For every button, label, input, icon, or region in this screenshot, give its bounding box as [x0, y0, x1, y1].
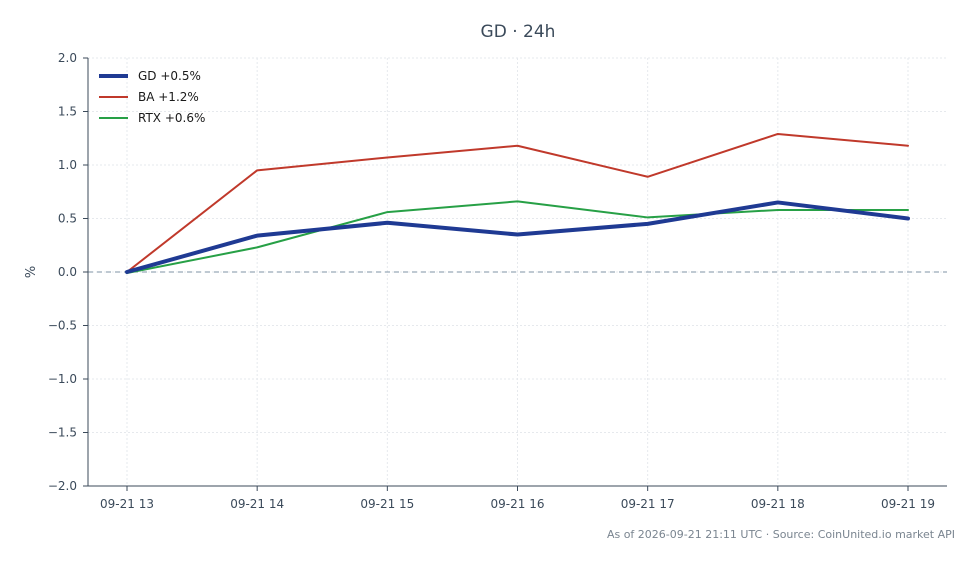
- legend: GD +0.5% BA +1.2% RTX +0.6%: [99, 69, 205, 125]
- x-tick-label: 09-21 18: [751, 497, 805, 511]
- series-line-rtx: [126, 200, 909, 275]
- y-tick-label: −0.5: [48, 319, 77, 333]
- y-tick-label: 1.5: [58, 105, 77, 119]
- series-line-gd: [125, 200, 910, 274]
- y-tick-label: 2.0: [58, 51, 77, 65]
- axis-layer: 2.0 1.5 1.0 0.5 0.0 −0.5 −1.0 −1.5 −2.0 09-21 13 0…: [48, 51, 947, 511]
- x-tick-label: 09-21 14: [230, 497, 284, 511]
- legend-label-gd: GD +0.5%: [138, 69, 201, 83]
- y-tick-label: −1.0: [48, 372, 77, 386]
- legend-label-rtx: RTX +0.6%: [138, 111, 205, 125]
- x-tick-label: 09-21 15: [360, 497, 414, 511]
- chart-title: GD · 24h: [481, 22, 556, 42]
- y-tick-label: 0.0: [58, 265, 77, 279]
- legend-label-ba: BA +1.2%: [138, 90, 199, 104]
- series-layer: [125, 132, 910, 275]
- y-tick-label: −1.5: [48, 426, 77, 440]
- footer-source-note: As of 2026-09-21 21:11 UTC · Source: Coi…: [607, 528, 955, 541]
- x-tick-label: 09-21 16: [491, 497, 545, 511]
- y-tick-label: 1.0: [58, 158, 77, 172]
- grid-layer: [88, 57, 947, 487]
- y-axis-label: %: [24, 266, 39, 278]
- series-line-ba: [126, 132, 909, 273]
- x-tick-label: 09-21 13: [100, 497, 154, 511]
- x-tick-label: 09-21 19: [881, 497, 935, 511]
- y-tick-label: −2.0: [48, 479, 77, 493]
- x-tick-label: 09-21 17: [621, 497, 675, 511]
- y-tick-label: 0.5: [58, 212, 77, 226]
